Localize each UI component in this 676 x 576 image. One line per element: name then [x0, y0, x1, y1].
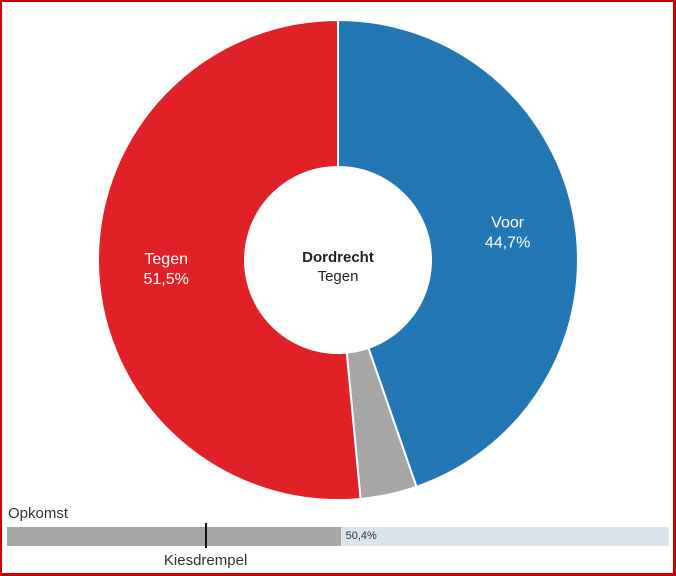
- slice-labels: Voor 44,7% Tegen 51,5%: [144, 214, 531, 288]
- slice-value-voor: 44,7%: [485, 234, 530, 251]
- slice-label-voor: Voor: [491, 214, 525, 231]
- center-subtitle: Tegen: [318, 268, 359, 285]
- turnout-label: Opkomst: [8, 505, 69, 522]
- slice-value-tegen: 51,5%: [144, 271, 189, 288]
- turnout-value: 50,4%: [345, 530, 377, 542]
- turnout-bar: 50,4%: [7, 527, 669, 546]
- center-title: Dordrecht: [302, 249, 374, 266]
- threshold-marker: [204, 523, 207, 548]
- donut-chart: Dordrecht Tegen Voor 44,7% Tegen 51,5%: [97, 18, 579, 501]
- donut-hole: [244, 166, 432, 354]
- slice-label-tegen: Tegen: [144, 251, 188, 268]
- threshold-label: Kiesdrempel: [163, 552, 248, 569]
- slice-tegen[interactable]: [97, 18, 362, 501]
- slice-voor[interactable]: [337, 18, 579, 489]
- turnout-fill: [7, 527, 341, 546]
